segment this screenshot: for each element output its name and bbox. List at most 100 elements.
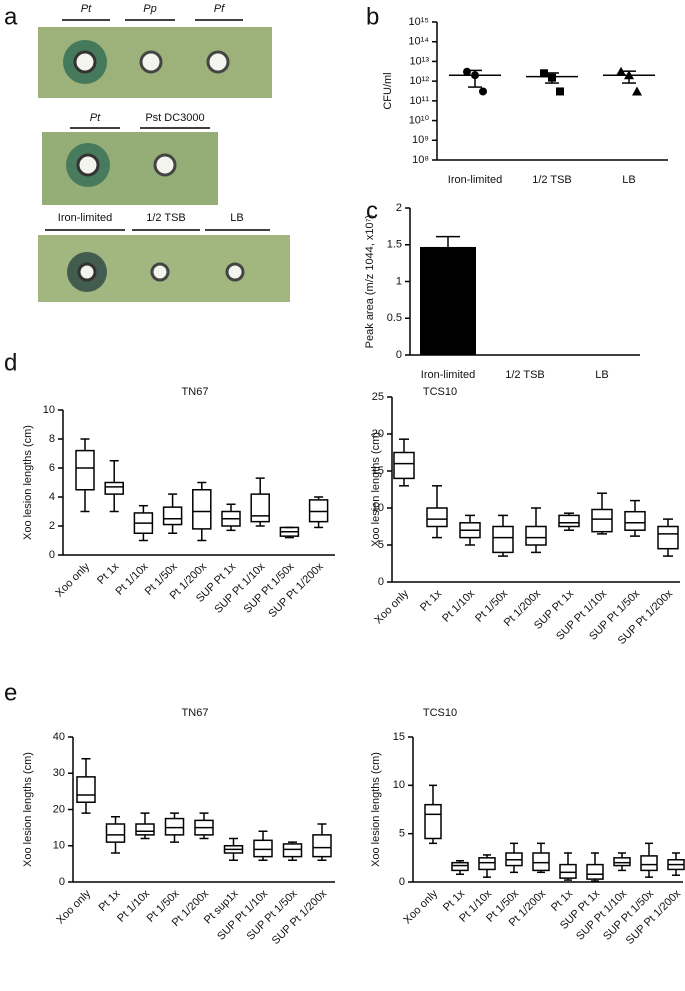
well bbox=[76, 153, 100, 177]
y-axis-label: CFU/ml bbox=[382, 72, 394, 109]
y-axis-label: Xoo lesion lengths (cm) bbox=[22, 425, 34, 540]
box bbox=[164, 817, 185, 836]
well bbox=[206, 50, 230, 74]
chart-title: TCS10 bbox=[423, 386, 457, 398]
box bbox=[105, 823, 126, 843]
point bbox=[540, 69, 548, 78]
box bbox=[135, 823, 155, 836]
box bbox=[250, 493, 270, 523]
x-tick-label: Iron-limited bbox=[448, 174, 502, 186]
photo-label: 1/2 TSB bbox=[146, 212, 186, 224]
x-tick-label: LB bbox=[595, 369, 608, 381]
x-tick-label: Xoo only bbox=[54, 887, 93, 926]
x-tick-label: Pt 1x bbox=[418, 587, 445, 614]
well bbox=[77, 262, 97, 282]
panel-label: a bbox=[4, 3, 18, 30]
well bbox=[153, 153, 177, 177]
y-tick-label: 8 bbox=[49, 433, 55, 445]
x-tick-label: 1/2 TSB bbox=[532, 174, 572, 186]
x-tick-label: 1/2 TSB bbox=[505, 369, 545, 381]
y-tick-label: 0 bbox=[59, 876, 65, 888]
point bbox=[556, 87, 564, 96]
y-tick-label: 10⁹ bbox=[412, 134, 429, 146]
x-tick-label: Iron-limited bbox=[421, 369, 475, 381]
y-tick-label: 20 bbox=[53, 803, 65, 815]
box bbox=[492, 525, 514, 554]
box bbox=[426, 507, 448, 528]
x-tick-label: SUP Pt 1/200x bbox=[270, 887, 330, 947]
y-tick-label: 1.5 bbox=[387, 239, 402, 251]
point bbox=[479, 87, 487, 96]
box bbox=[478, 857, 496, 871]
y-tick-label: 20 bbox=[372, 428, 384, 440]
box bbox=[640, 855, 658, 872]
well bbox=[225, 262, 245, 282]
box bbox=[586, 863, 604, 880]
y-tick-label: 0 bbox=[396, 349, 402, 361]
photo-label: LB bbox=[230, 212, 243, 224]
box bbox=[104, 481, 124, 495]
photo-label: Pp bbox=[143, 3, 156, 15]
y-tick-label: 5 bbox=[378, 539, 384, 551]
photo-label: Pst DC3000 bbox=[145, 112, 204, 124]
point bbox=[632, 86, 642, 96]
chart-title: TCS10 bbox=[423, 707, 457, 719]
y-tick-label: 10 bbox=[393, 779, 405, 791]
chart-title: TN67 bbox=[182, 707, 209, 719]
box bbox=[192, 489, 212, 530]
y-tick-label: 6 bbox=[49, 462, 55, 474]
x-tick-label: Xoo only bbox=[401, 887, 440, 926]
y-tick-label: 2 bbox=[396, 202, 402, 214]
y-tick-label: 0 bbox=[49, 549, 55, 561]
y-tick-label: 10¹⁴ bbox=[408, 36, 429, 48]
y-tick-label: 30 bbox=[53, 767, 65, 779]
y-tick-label: 4 bbox=[49, 491, 55, 503]
box bbox=[532, 852, 550, 872]
y-tick-label: 2 bbox=[49, 520, 55, 532]
y-tick-label: 0.5 bbox=[387, 312, 402, 324]
box bbox=[591, 508, 613, 533]
panel-label: e bbox=[4, 679, 17, 706]
y-tick-label: 10¹³ bbox=[409, 55, 429, 67]
box bbox=[282, 843, 303, 858]
box bbox=[312, 834, 332, 858]
y-tick-label: 40 bbox=[53, 731, 65, 743]
y-tick-label: 10¹¹ bbox=[409, 95, 429, 107]
box bbox=[559, 863, 577, 879]
y-axis-label: Xoo lesion lengths (cm) bbox=[370, 432, 382, 547]
y-axis-label: Xoo lesion lengths (cm) bbox=[370, 752, 382, 867]
y-tick-label: 10¹⁵ bbox=[409, 16, 429, 28]
y-axis-label: Xoo lesion lengths (cm) bbox=[22, 752, 34, 867]
x-tick-label: Pt 1/10x bbox=[440, 587, 477, 624]
y-tick-label: 15 bbox=[393, 731, 405, 743]
y-tick-label: 0 bbox=[399, 876, 405, 888]
y-tick-label: 10 bbox=[372, 502, 384, 514]
box bbox=[613, 857, 631, 867]
panel-label: b bbox=[366, 3, 379, 30]
photo-label: Pt bbox=[90, 112, 101, 124]
x-tick-label: Xoo only bbox=[372, 587, 411, 626]
box bbox=[424, 803, 442, 840]
box bbox=[162, 506, 183, 526]
well bbox=[73, 50, 97, 74]
box bbox=[558, 514, 580, 528]
photo-label: Iron-limited bbox=[58, 212, 112, 224]
y-tick-label: 0 bbox=[378, 576, 384, 588]
y-axis-label: Peak area (m/z 1044, x10⁷) bbox=[364, 215, 376, 349]
box bbox=[253, 839, 273, 858]
x-tick-label: Pt 1x bbox=[96, 887, 123, 914]
x-tick-label: Pt 1x bbox=[95, 560, 122, 587]
box bbox=[657, 525, 679, 550]
y-tick-label: 5 bbox=[399, 828, 405, 840]
y-tick-label: 10 bbox=[43, 404, 55, 416]
panel-label: c bbox=[366, 197, 378, 224]
x-tick-label: LB bbox=[622, 174, 635, 186]
y-tick-label: 10¹⁰ bbox=[409, 114, 430, 126]
y-tick-label: 10⁸ bbox=[412, 154, 429, 166]
photo-label: Pt bbox=[81, 3, 92, 15]
y-tick-label: 15 bbox=[372, 465, 384, 477]
y-tick-label: 10¹² bbox=[409, 75, 429, 87]
chart-title: TN67 bbox=[182, 386, 209, 398]
box bbox=[76, 776, 96, 803]
